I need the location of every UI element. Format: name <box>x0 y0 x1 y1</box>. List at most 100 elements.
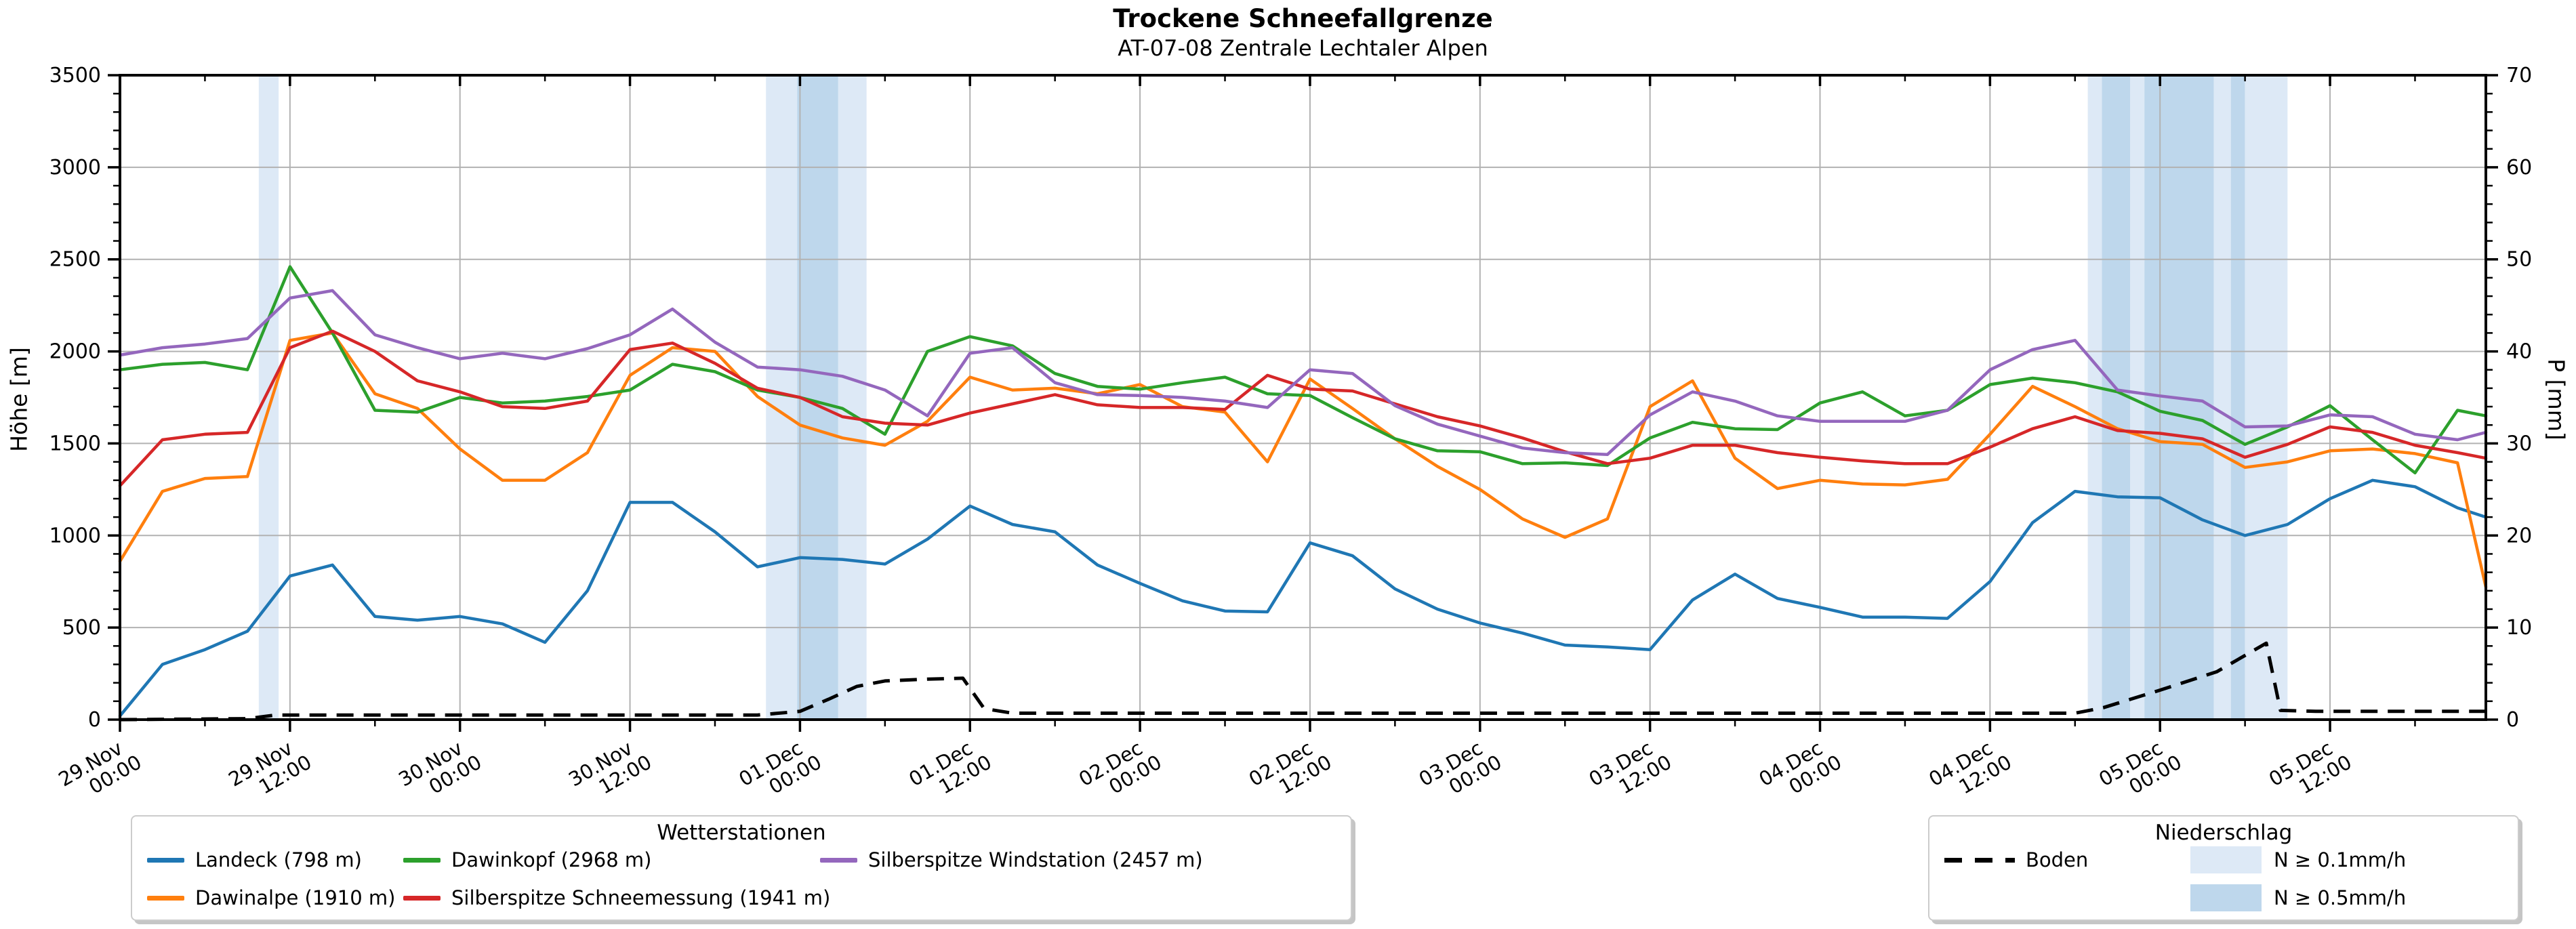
precip-band <box>838 77 867 719</box>
x-tick-label-text: 05.Dec12:00 <box>2265 732 2356 810</box>
legend-niederschlag: Niederschlag Boden N ≥ 0.1mm/h N ≥ 0.5mm/h… <box>1928 815 2519 921</box>
x-tick-label: 30.Nov00:00 <box>394 732 485 810</box>
precip-band <box>2130 77 2145 719</box>
series-windstation <box>118 289 2488 456</box>
legend-item-silberspitze[interactable]: Silberspitze Schneemessung (1941 m) <box>403 884 830 911</box>
series-dawinkopf <box>118 265 2488 475</box>
y-left-tick-label: 2500 <box>49 248 101 272</box>
x-tick-label-text: 05.Dec00:00 <box>2095 732 2186 810</box>
y-right-tick-label: 70 <box>2506 64 2532 87</box>
x-tick-label: 03.Dec12:00 <box>1585 732 1676 810</box>
y-right-tick-labels: 0 10 20 30 40 50 60 70 <box>2506 64 2532 732</box>
series-swatch <box>147 857 184 863</box>
precip-band <box>2245 77 2288 719</box>
x-tick-label-text: 29.Nov12:00 <box>224 732 315 810</box>
x-tick-label: 05.Dec12:00 <box>2265 732 2356 810</box>
precip-band <box>2102 77 2131 719</box>
legend-item-label: N ≥ 0.5mm/h <box>2274 886 2407 909</box>
y-left-tick-labels: 0 500 1000 1500 2000 2500 3000 3500 <box>49 64 101 732</box>
y-right-tick-label: 50 <box>2506 248 2532 272</box>
chart-plot: 29.Nov00:00 29.Nov12:00 30.Nov00:00 30.Nov1… <box>49 64 2533 810</box>
x-tick-labels: 29.Nov00:00 29.Nov12:00 30.Nov00:00 30.Nov1… <box>55 732 2356 810</box>
y-left-tick-label: 1500 <box>49 432 101 455</box>
chart-title: Trockene Schneefallgrenze <box>1113 4 1493 33</box>
legend-item-dawinalpe[interactable]: Dawinalpe (1910 m) <box>147 884 395 911</box>
y-right-tick-label: 20 <box>2506 524 2532 548</box>
legend-item-precip-0[interactable]: Boden <box>1944 846 2088 873</box>
precip-band <box>766 77 798 719</box>
x-tick-label-text: 03.Dec12:00 <box>1585 732 1676 810</box>
y-right-tick-label: 30 <box>2506 432 2532 455</box>
series-line-dawinalpe <box>118 331 2488 589</box>
y-left-tick-label: 0 <box>88 708 101 732</box>
x-tick-label-text: 02.Dec00:00 <box>1075 732 1166 810</box>
x-tick-label-text: 01.Dec12:00 <box>905 732 996 810</box>
legend-item-label: Silberspitze Schneemessung (1941 m) <box>451 886 831 909</box>
x-tick-label: 04.Dec00:00 <box>1755 732 1845 810</box>
precip-bands <box>258 77 2288 719</box>
x-tick-label: 02.Dec12:00 <box>1245 732 1336 810</box>
legend-item-precip-1[interactable]: N ≥ 0.1mm/h <box>2190 846 2406 873</box>
precip-band <box>258 77 279 719</box>
legend-item-label: Landeck (798 m) <box>195 848 362 871</box>
series-swatch <box>403 895 441 901</box>
boden-line <box>119 641 2486 722</box>
y-axis-label-left: Höhe [m] <box>5 347 33 452</box>
legend-item-landeck[interactable]: Landeck (798 m) <box>147 846 362 873</box>
series-line-landeck <box>118 478 2488 718</box>
series-line-windstation <box>118 289 2488 456</box>
x-tick-label: 01.Dec00:00 <box>735 732 825 810</box>
legend-wetterstationen-title: Wetterstationen <box>657 821 826 845</box>
precip-band <box>2230 77 2245 719</box>
plot-frame <box>119 74 2487 721</box>
legend-item-precip-2[interactable]: N ≥ 0.5mm/h <box>2190 884 2406 911</box>
x-tick-label: 30.Nov12:00 <box>565 732 655 810</box>
x-tick-label: 05.Dec00:00 <box>2095 732 2186 810</box>
y-right-tick-label: 0 <box>2506 708 2519 732</box>
precip-band <box>2213 77 2231 719</box>
chart-subtitle: AT-07-08 Zentrale Lechtaler Alpen <box>1118 35 1488 61</box>
x-tick-label: 29.Nov12:00 <box>224 732 315 810</box>
x-tick-label-text: 30.Nov00:00 <box>394 732 485 810</box>
series-swatch <box>147 895 184 901</box>
legend-item-label: Dawinkopf (2968 m) <box>451 848 652 871</box>
x-tick-label-text: 04.Dec12:00 <box>1925 732 2016 810</box>
series-landeck <box>118 478 2488 718</box>
axis-ticks <box>108 74 2498 732</box>
x-tick-label: 03.Dec00:00 <box>1415 732 1506 810</box>
x-tick-label: 01.Dec12:00 <box>905 732 996 810</box>
precip-swatch <box>2190 846 2262 873</box>
y-left-tick-label: 1000 <box>49 524 101 548</box>
legend-niederschlag-title: Niederschlag <box>2154 821 2293 845</box>
x-tick-label-text: 02.Dec12:00 <box>1245 732 1336 810</box>
y-left-tick-label: 2000 <box>49 340 101 364</box>
y-left-tick-label: 3000 <box>49 156 101 180</box>
y-right-tick-label: 10 <box>2506 616 2532 640</box>
legend-item-label: N ≥ 0.1mm/h <box>2274 848 2407 871</box>
x-tick-label-text: 03.Dec00:00 <box>1415 732 1506 810</box>
precip-swatch <box>2190 884 2262 911</box>
legend-item-label: Boden <box>2026 848 2089 871</box>
y-right-tick-label: 40 <box>2506 340 2532 364</box>
legend-item-dawinkopf[interactable]: Dawinkopf (2968 m) <box>403 846 652 873</box>
y-axis-label-right: P [mm] <box>2543 358 2570 440</box>
series-swatch <box>403 857 441 863</box>
y-left-tick-label: 3500 <box>49 64 101 87</box>
y-right-tick-label: 60 <box>2506 156 2532 180</box>
precip-band <box>2087 77 2102 719</box>
x-tick-label: 29.Nov00:00 <box>55 732 146 810</box>
x-tick-label-text: 04.Dec00:00 <box>1755 732 1845 810</box>
legend-item-label: Dawinalpe (1910 m) <box>195 886 396 909</box>
x-tick-label-text: 29.Nov00:00 <box>55 732 146 810</box>
legend-item-label: Silberspitze Windstation (2457 m) <box>868 848 1203 871</box>
x-tick-label: 02.Dec00:00 <box>1075 732 1166 810</box>
boden-dash-swatch <box>1944 857 2015 863</box>
x-tick-label-text: 30.Nov12:00 <box>565 732 655 810</box>
series-line-schneemessung <box>118 329 2488 488</box>
legend-item-silberspitze[interactable]: Silberspitze Windstation (2457 m) <box>820 846 1203 873</box>
series-swatch <box>820 857 857 863</box>
series-schneemessung <box>118 329 2488 488</box>
series-line-dawinkopf <box>118 265 2488 475</box>
x-tick-label-text: 01.Dec00:00 <box>735 732 825 810</box>
